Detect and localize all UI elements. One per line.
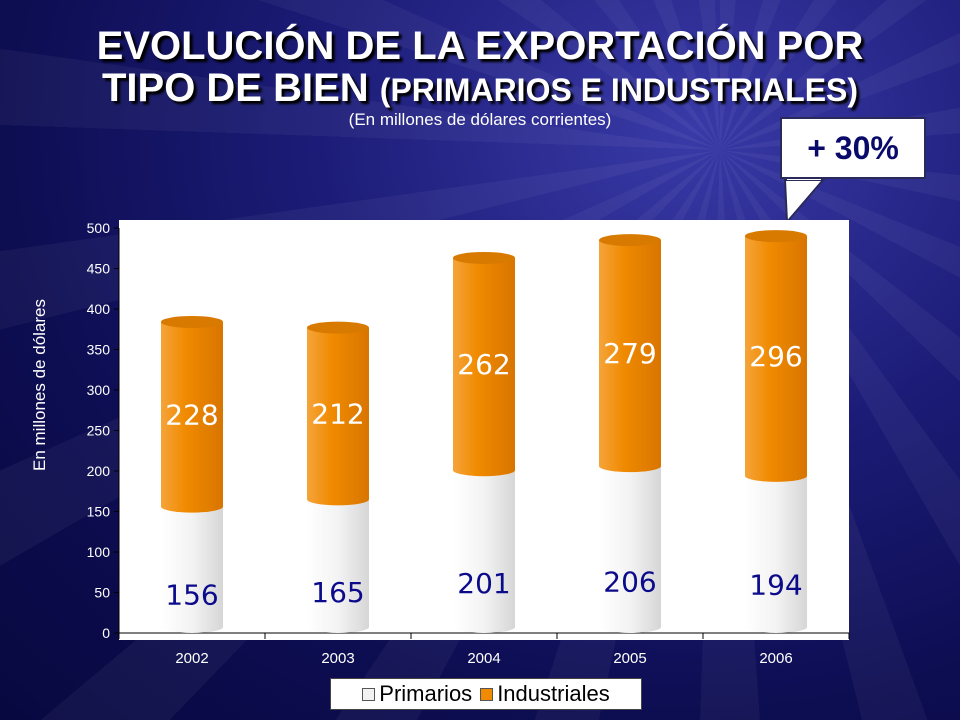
bar-primarios bbox=[745, 475, 807, 633]
bar-industriales bbox=[745, 236, 807, 482]
bar-top-cap bbox=[453, 251, 515, 264]
x-tick-label: 2005 bbox=[613, 650, 646, 667]
chart-subtitle: (En millones de dólares corrientes) bbox=[348, 110, 612, 129]
bar-top-cap bbox=[307, 321, 369, 334]
y-tick-label: 100 bbox=[87, 544, 111, 560]
x-tick-label: 2003 bbox=[321, 650, 354, 667]
bar-industriales bbox=[453, 257, 515, 477]
y-tick-label: 350 bbox=[87, 342, 111, 358]
legend-label-primarios: Primarios bbox=[379, 681, 473, 706]
bar-primarios bbox=[307, 499, 369, 633]
data-label-industriales: 262 bbox=[457, 348, 510, 381]
legend-item-industriales: Industriales bbox=[480, 681, 610, 707]
growth-callout: + 30% bbox=[780, 117, 926, 179]
data-label-industriales: 296 bbox=[749, 340, 802, 373]
x-tick-label: 2006 bbox=[759, 650, 792, 667]
bar-industriales bbox=[307, 327, 369, 506]
legend-item-primarios: Primarios bbox=[362, 681, 472, 707]
y-tick-label: 0 bbox=[102, 625, 110, 641]
legend-swatch-primarios bbox=[362, 687, 376, 701]
legend-swatch-industriales bbox=[480, 687, 494, 701]
y-tick-label: 300 bbox=[87, 382, 111, 398]
data-label-industriales: 279 bbox=[603, 337, 656, 370]
data-label-industriales: 212 bbox=[311, 397, 364, 430]
y-tick-label: 450 bbox=[87, 261, 111, 277]
bar-primarios bbox=[453, 470, 515, 633]
data-label-primarios: 206 bbox=[603, 566, 656, 599]
data-label-primarios: 156 bbox=[165, 579, 218, 612]
x-tick-label: 2002 bbox=[175, 650, 208, 667]
y-tick-label: 500 bbox=[87, 220, 111, 236]
data-label-primarios: 201 bbox=[457, 567, 510, 600]
chart-title-main: TIPO DE BIEN bbox=[101, 66, 369, 110]
data-label-primarios: 165 bbox=[311, 576, 364, 609]
bar-primarios bbox=[599, 466, 661, 633]
data-label-primarios: 194 bbox=[749, 569, 802, 602]
y-tick-label: 200 bbox=[87, 463, 111, 479]
chart-title-line2: TIPO DE BIEN (PRIMARIOS E INDUSTRIALES) bbox=[40, 66, 920, 112]
bar-primarios bbox=[161, 506, 223, 633]
bar-industriales bbox=[161, 321, 223, 513]
y-tick-label: 400 bbox=[87, 301, 111, 317]
bar-top-cap bbox=[161, 315, 223, 328]
bar-top-cap bbox=[745, 230, 807, 243]
bar-top-cap bbox=[599, 234, 661, 247]
chart-legend: Primarios Industriales bbox=[330, 678, 642, 710]
chart-title-paren: (PRIMARIOS E INDUSTRIALES) bbox=[379, 72, 859, 108]
y-tick-label: 250 bbox=[87, 423, 111, 439]
x-tick-label: 2004 bbox=[467, 650, 500, 667]
y-tick-label: 50 bbox=[94, 585, 110, 601]
legend-label-industriales: Industriales bbox=[497, 681, 610, 706]
data-label-industriales: 228 bbox=[165, 398, 218, 431]
chart-title-line1: EVOLUCIÓN DE LA EXPORTACIÓN POR bbox=[96, 24, 864, 68]
bar-industriales bbox=[599, 240, 661, 473]
y-tick-label: 150 bbox=[87, 504, 111, 520]
